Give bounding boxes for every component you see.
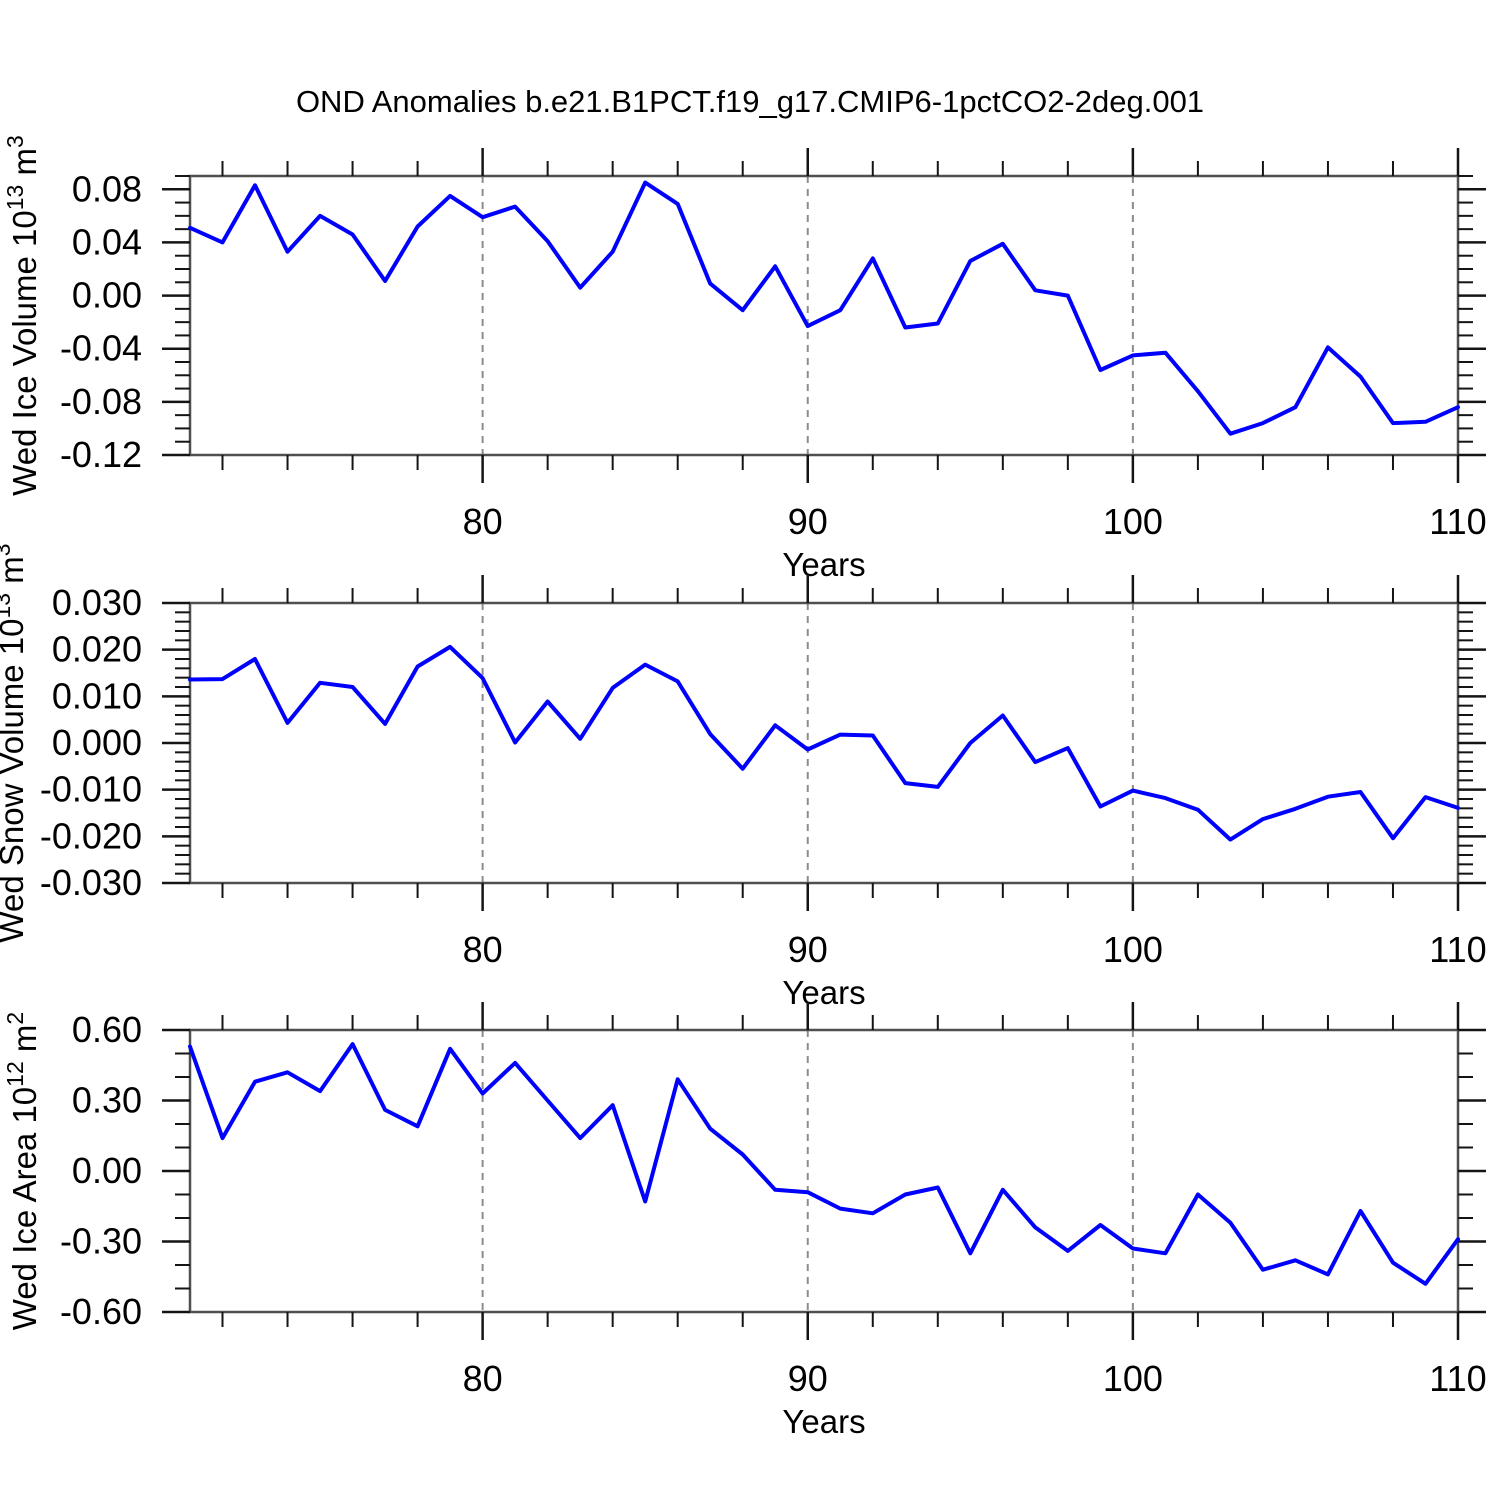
y-tick-label: -0.04 bbox=[60, 328, 142, 369]
x-tick-label: 90 bbox=[788, 501, 828, 542]
y-tick-label: 0.000 bbox=[52, 722, 142, 763]
y-tick-label: 0.010 bbox=[52, 675, 142, 716]
x-axis-title: Years bbox=[782, 1403, 865, 1440]
x-axis-title: Years bbox=[782, 974, 865, 1011]
y-axis-title-superscript: 13 bbox=[0, 593, 15, 619]
x-tick-label: 100 bbox=[1103, 929, 1163, 970]
y-tick-label: 0.00 bbox=[72, 1150, 142, 1191]
y-tick-label: 0.030 bbox=[52, 582, 142, 623]
y-axis-title-text: Wed Snow Volume 10 bbox=[0, 618, 30, 942]
panel-snow-volume: 80 90 100 110 0.030 0.020 0.010 0.000 -0.010 -0.0… bbox=[0, 543, 1487, 1011]
x-tick-label: 110 bbox=[1429, 501, 1486, 542]
y-axis-title-text: m bbox=[6, 1025, 43, 1062]
y-tick-label: 0.60 bbox=[72, 1009, 142, 1050]
y-axis-title: Wed Snow Volume 1013 m3 bbox=[0, 543, 30, 942]
x-axis-title: Years bbox=[782, 546, 865, 583]
y-axis-title-superscript: 13 bbox=[2, 185, 28, 211]
x-tick-label: 80 bbox=[463, 1358, 503, 1399]
x-tick-label: 90 bbox=[788, 1358, 828, 1399]
x-tick-label: 90 bbox=[788, 929, 828, 970]
x-tick-label: 110 bbox=[1429, 929, 1486, 970]
y-axis-title-superscript: 3 bbox=[2, 135, 28, 148]
panel-ice-volume: 80 90 100 110 0.08 0.04 0.00 -0.04 -0.08 -0.12 Yea… bbox=[2, 135, 1487, 583]
y-tick-label: -0.08 bbox=[60, 381, 142, 422]
y-axis-title: Wed Ice Volume 1013 m3 bbox=[2, 135, 43, 496]
y-tick-label: -0.12 bbox=[60, 434, 142, 475]
y-axis-title-text: m bbox=[0, 556, 30, 593]
data-line-ice-area bbox=[188, 1042, 1460, 1286]
y-tick-label: -0.30 bbox=[60, 1221, 142, 1262]
y-tick-label: 0.04 bbox=[72, 221, 142, 262]
y-axis-title-text: Wed Ice Area 10 bbox=[6, 1087, 43, 1330]
x-tick-label: 110 bbox=[1429, 1358, 1486, 1399]
data-line-ice-volume bbox=[188, 180, 1460, 436]
y-axis-title-text: m bbox=[6, 148, 43, 185]
y-axis-title-superscript: 12 bbox=[2, 1061, 28, 1087]
panel-ice-area: 80 90 100 110 0.60 0.30 0.00 -0.30 -0.60 Years Wed… bbox=[2, 1002, 1487, 1440]
x-tick-label: 80 bbox=[463, 501, 503, 542]
y-tick-label: 0.00 bbox=[72, 275, 142, 316]
y-tick-label: -0.020 bbox=[40, 815, 142, 856]
y-tick-label: -0.030 bbox=[40, 862, 142, 903]
y-tick-label: 0.020 bbox=[52, 629, 142, 670]
y-tick-label: 0.08 bbox=[72, 168, 142, 209]
y-axis-title-superscript: 2 bbox=[2, 1012, 28, 1025]
x-tick-label: 80 bbox=[463, 929, 503, 970]
y-axis-title: Wed Ice Area 1012 m2 bbox=[2, 1012, 43, 1330]
y-axis-title-text: Wed Ice Volume 10 bbox=[6, 210, 43, 496]
chart-title: OND Anomalies b.e21.B1PCT.f19_g17.CMIP6-… bbox=[296, 84, 1204, 119]
y-tick-label: -0.60 bbox=[60, 1291, 142, 1332]
x-tick-label: 100 bbox=[1103, 1358, 1163, 1399]
y-tick-label: 0.30 bbox=[72, 1080, 142, 1121]
plot-frame bbox=[188, 174, 1460, 457]
x-tick-label: 100 bbox=[1103, 501, 1163, 542]
y-tick-label: -0.010 bbox=[40, 769, 142, 810]
y-axis-title-superscript: 3 bbox=[0, 543, 15, 556]
data-line-snow-volume bbox=[188, 644, 1460, 842]
